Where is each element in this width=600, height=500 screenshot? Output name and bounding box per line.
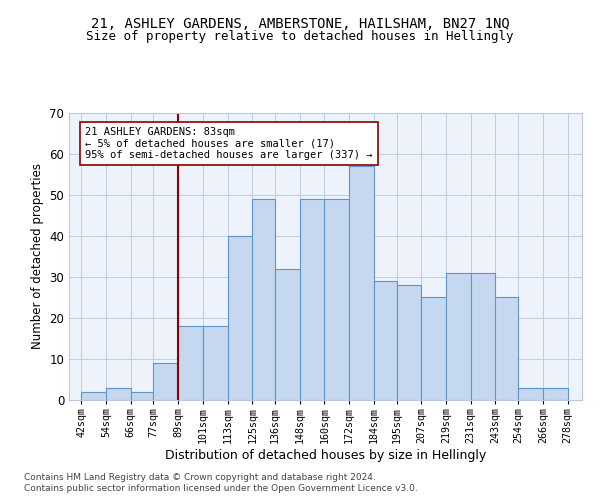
Bar (131, 392, 154, 400)
Bar (275, 268, 300, 400)
Bar (300, 199, 325, 400)
Bar (518, 388, 543, 400)
Bar (178, 326, 203, 400)
Bar (496, 298, 518, 400)
Text: Size of property relative to detached houses in Hellingly: Size of property relative to detached ho… (86, 30, 514, 43)
Bar (446, 272, 471, 400)
X-axis label: Distribution of detached houses by size in Hellingly: Distribution of detached houses by size … (165, 448, 486, 462)
Bar (203, 326, 227, 400)
Bar (325, 199, 349, 400)
Text: Contains public sector information licensed under the Open Government Licence v3: Contains public sector information licen… (24, 484, 418, 493)
Text: 21 ASHLEY GARDENS: 83sqm
← 5% of detached houses are smaller (17)
95% of semi-de: 21 ASHLEY GARDENS: 83sqm ← 5% of detache… (85, 127, 373, 160)
Bar (154, 363, 178, 400)
Bar (374, 281, 397, 400)
Text: 21, ASHLEY GARDENS, AMBERSTONE, HAILSHAM, BN27 1NQ: 21, ASHLEY GARDENS, AMBERSTONE, HAILSHAM… (91, 18, 509, 32)
Text: Contains HM Land Registry data © Crown copyright and database right 2024.: Contains HM Land Registry data © Crown c… (24, 472, 376, 482)
Bar (397, 285, 421, 400)
Bar (543, 388, 568, 400)
Bar (471, 272, 496, 400)
Bar (106, 388, 131, 400)
Bar (349, 166, 374, 400)
Bar (253, 199, 275, 400)
Bar (82, 392, 106, 400)
Bar (421, 298, 446, 400)
Bar (227, 236, 253, 400)
Y-axis label: Number of detached properties: Number of detached properties (31, 163, 44, 350)
